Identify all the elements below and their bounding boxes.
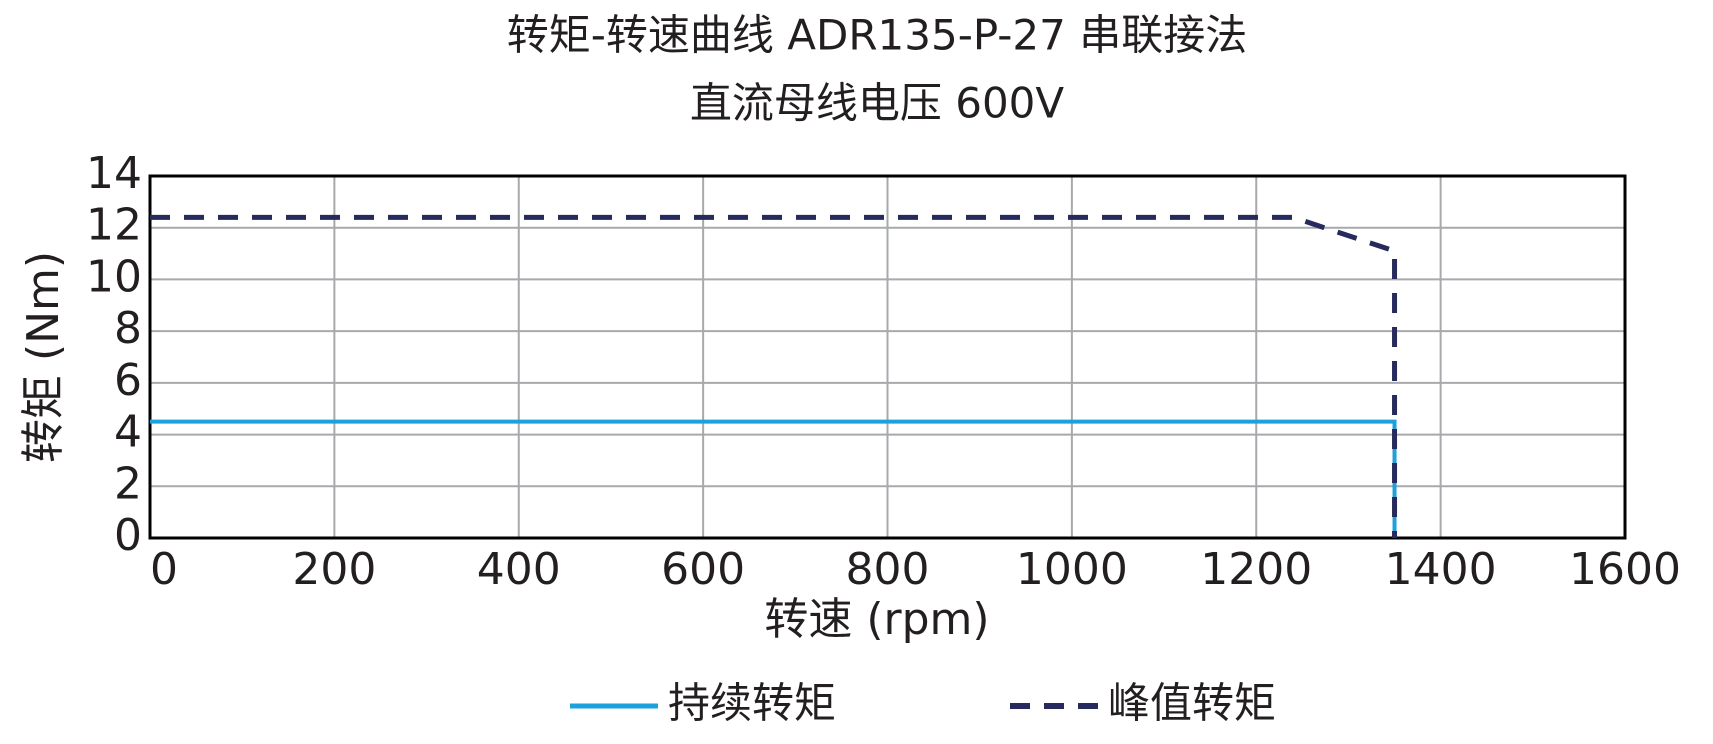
y-tick-label: 10 [86,251,142,302]
y-tick-label: 6 [114,355,142,406]
x-tick-label: 800 [846,544,930,595]
plot-frame [148,174,1627,540]
y-tick-label: 8 [114,303,142,354]
x-tick-label: 1400 [1385,544,1497,595]
series-line [150,214,1398,538]
y-tick-label: 12 [86,200,142,251]
chart-title: 转矩-转速曲线 ADR135-P-27 串联接法 [507,11,1247,60]
x-tick-label: 1200 [1200,544,1312,595]
chart-subtitle: 直流母线电压 600V [690,79,1065,128]
y-tick-label: 14 [86,148,142,199]
x-axis-label: 转速 (rpm) [764,594,989,645]
y-tick-label: 0 [114,510,142,561]
legend-label: 持续转矩 [668,679,836,728]
y-tick-label: 4 [114,407,142,458]
x-tick-label: 0 [150,544,178,595]
x-tick-label: 1600 [1569,544,1681,595]
series-line [150,419,1397,538]
x-tick-label: 400 [477,544,561,595]
x-tick-label: 600 [661,544,745,595]
y-tick-label: 2 [114,458,142,509]
x-tick-label: 1000 [1016,544,1128,595]
legend-label: 峰值转矩 [1108,679,1276,728]
y-axis-label: 转矩 (Nm) [18,251,69,463]
x-tick-label: 200 [292,544,376,595]
